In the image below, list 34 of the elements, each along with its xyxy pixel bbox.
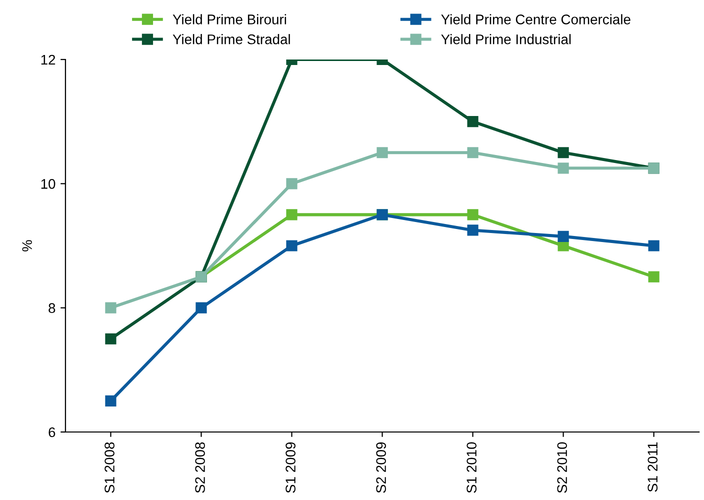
legend-label: Yield Prime Industrial — [441, 34, 571, 44]
x-tick-label: S2 2008 — [195, 442, 205, 493]
point — [105, 395, 116, 407]
x-tick-label: S1 2008 — [104, 442, 114, 493]
point — [467, 116, 478, 128]
point — [467, 224, 478, 236]
point — [467, 147, 478, 158]
point — [196, 302, 207, 314]
point — [558, 147, 569, 158]
y-tick-label: 12 — [41, 54, 56, 65]
point — [648, 240, 660, 252]
x-tick-label: S2 2009 — [376, 442, 386, 493]
point — [105, 333, 116, 344]
x-tick-label: S1 2010 — [466, 442, 477, 493]
point — [467, 209, 478, 220]
point — [376, 147, 388, 158]
point — [558, 240, 569, 252]
y-tick-label: 10 — [41, 179, 56, 189]
point — [105, 302, 116, 314]
legend-label: Yield Prime Centre Comerciale — [441, 14, 630, 24]
legend-label: Yield Prime Stradal — [172, 34, 290, 44]
y-tick-label: 8 — [48, 303, 56, 314]
x-tick-label: S2 2010 — [557, 442, 568, 493]
legend-label: Yield Prime Birouri — [172, 14, 286, 24]
x-tick-label: S1 2011 — [648, 442, 658, 492]
point — [558, 230, 569, 242]
x-tick-label: S1 2009 — [286, 442, 296, 493]
point — [286, 240, 298, 252]
y-tick-label: 6 — [48, 427, 56, 438]
point — [286, 209, 298, 220]
point — [286, 178, 298, 190]
point — [648, 271, 660, 282]
point — [558, 162, 569, 174]
y-axis-title: % — [22, 240, 32, 252]
